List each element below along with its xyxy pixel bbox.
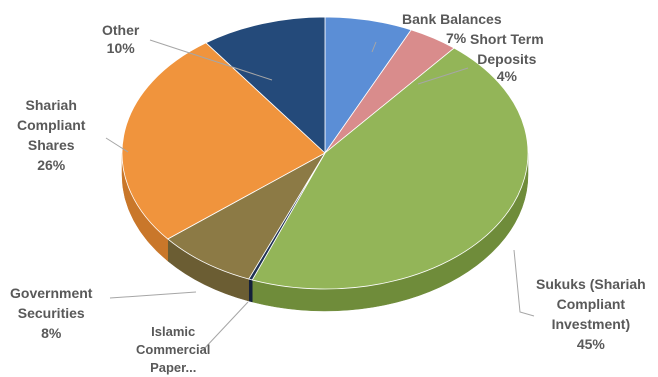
label-bank-balances: Bank Balances 7%: [402, 11, 502, 47]
label-shariah-compliant-shares: Shariah Compliant Shares 26%: [17, 97, 85, 174]
label-gov-name1: Government: [10, 285, 93, 301]
label-shares-pct: 26%: [37, 157, 66, 173]
label-shares-name1: Shariah: [25, 97, 77, 113]
label-short-term-name1: Short Term: [470, 31, 544, 47]
label-islamic-name3: Paper...: [150, 360, 197, 375]
label-islamic-name2: Commercial: [136, 342, 211, 357]
slice-other: [205, 16, 326, 154]
leader-sukuks: [513, 249, 535, 317]
label-sukuks-name1: Sukuks (Shariah: [536, 276, 646, 292]
pie-slices: [121, 16, 529, 290]
label-other: Other 10%: [102, 22, 139, 57]
label-bank-balances-name: Bank Balances: [402, 11, 502, 27]
label-sukuks-name3: Investment): [551, 316, 631, 332]
label-islamic-name1: Islamic: [151, 324, 196, 339]
label-bank-balances-pct: 7%: [446, 30, 467, 46]
label-sukuks-pct: 45%: [576, 336, 605, 352]
slice-government-securities: [167, 152, 326, 280]
label-shares-name3: Shares: [27, 137, 75, 153]
label-government-securities: Government Securities 8%: [10, 285, 92, 342]
leader-bank-balances: [371, 41, 377, 53]
leader-short-term: [417, 67, 469, 85]
label-short-term-pct: 4%: [496, 68, 517, 84]
label-other-pct: 10%: [106, 40, 135, 56]
label-sukuks-name2: Compliant: [556, 296, 626, 312]
leader-islamic: [202, 301, 249, 351]
label-short-term-name2: Deposits: [477, 51, 537, 67]
slice-shariah-compliant-shares: [121, 42, 326, 240]
leader-other: [149, 39, 273, 81]
label-gov-name2: Securities: [17, 305, 85, 321]
label-islamic-commercial-paper: Islamic Commercial Paper...: [136, 324, 210, 376]
leader-lines: [105, 39, 535, 351]
label-shares-name2: Compliant: [17, 117, 86, 133]
label-short-term-deposits: Short Term Deposits 4%: [470, 31, 544, 85]
label-other-name: Other: [102, 22, 140, 38]
slice-side-islamic-commercial-paper: [248, 278, 253, 303]
label-gov-pct: 8%: [41, 325, 62, 341]
leader-government: [109, 291, 197, 299]
slice-sukuks-shariah-compliant-investment: [251, 47, 529, 290]
leader-shares: [105, 137, 129, 153]
label-sukuks: Sukuks (Shariah Compliant Investment) 45…: [536, 276, 646, 353]
